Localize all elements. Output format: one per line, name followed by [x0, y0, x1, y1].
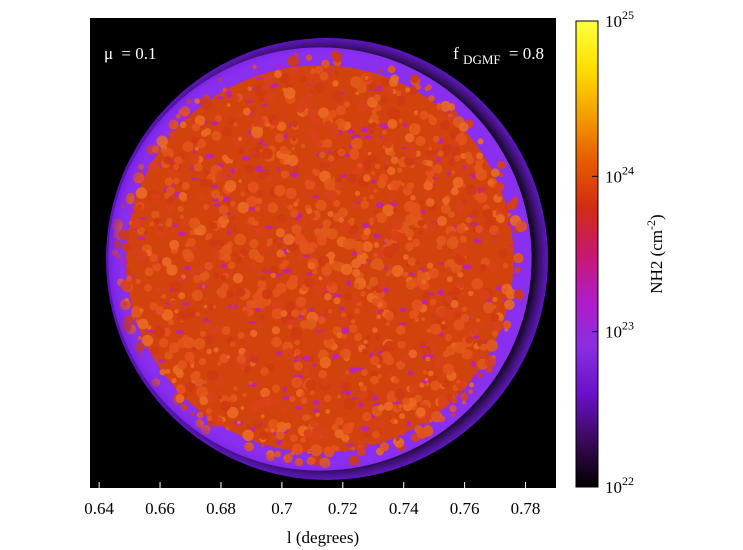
x-axis: 0.64 0.66 0.68 0.7 0.72 0.74 0.76 0.78 [84, 482, 540, 518]
fdgmf-subscript: DGMF [463, 52, 501, 67]
mu-symbol: μ [104, 44, 113, 63]
mu-annotation: μ = 0.1 [104, 44, 156, 63]
colorbar-title-base: NH2 (cm [647, 230, 666, 294]
colorbar-tick-label: 1025 [605, 8, 634, 31]
colorbar-ramp [575, 20, 599, 488]
fdgmf-value: = 0.8 [509, 44, 544, 63]
colorbar-title-close: ) [647, 214, 666, 220]
x-axis-title: l (degrees) [287, 528, 359, 547]
colorbar-title-exp: -2 [644, 220, 658, 230]
colorbar-tick-label: 1023 [605, 319, 634, 342]
x-tick-label: 0.68 [206, 499, 236, 518]
x-tick-label: 0.78 [511, 499, 541, 518]
colorbar-ticks: 1022 1023 1024 1025 [592, 8, 634, 497]
colorbar-title: NH2 (cm-2) [644, 214, 666, 293]
mu-value: = 0.1 [121, 44, 156, 63]
x-tick-label: 0.64 [84, 499, 114, 518]
x-tick-label: 0.76 [450, 499, 480, 518]
map-panel [90, 18, 556, 488]
x-tick-label: 0.72 [328, 499, 358, 518]
colorbar-tick-label: 1024 [605, 163, 634, 186]
colorbar: 1022 1023 1024 1025 NH2 (cm-2) [575, 8, 666, 497]
x-tick-label: 0.66 [145, 499, 175, 518]
colorbar-tick-label: 1022 [605, 474, 634, 497]
fdgmf-annotation: f DGMF = 0.8 [453, 44, 544, 68]
fdgmf-base: f [453, 44, 459, 63]
x-tick-label: 0.7 [271, 499, 293, 518]
x-tick-label: 0.74 [389, 499, 419, 518]
disk-edge-shading [106, 38, 548, 480]
